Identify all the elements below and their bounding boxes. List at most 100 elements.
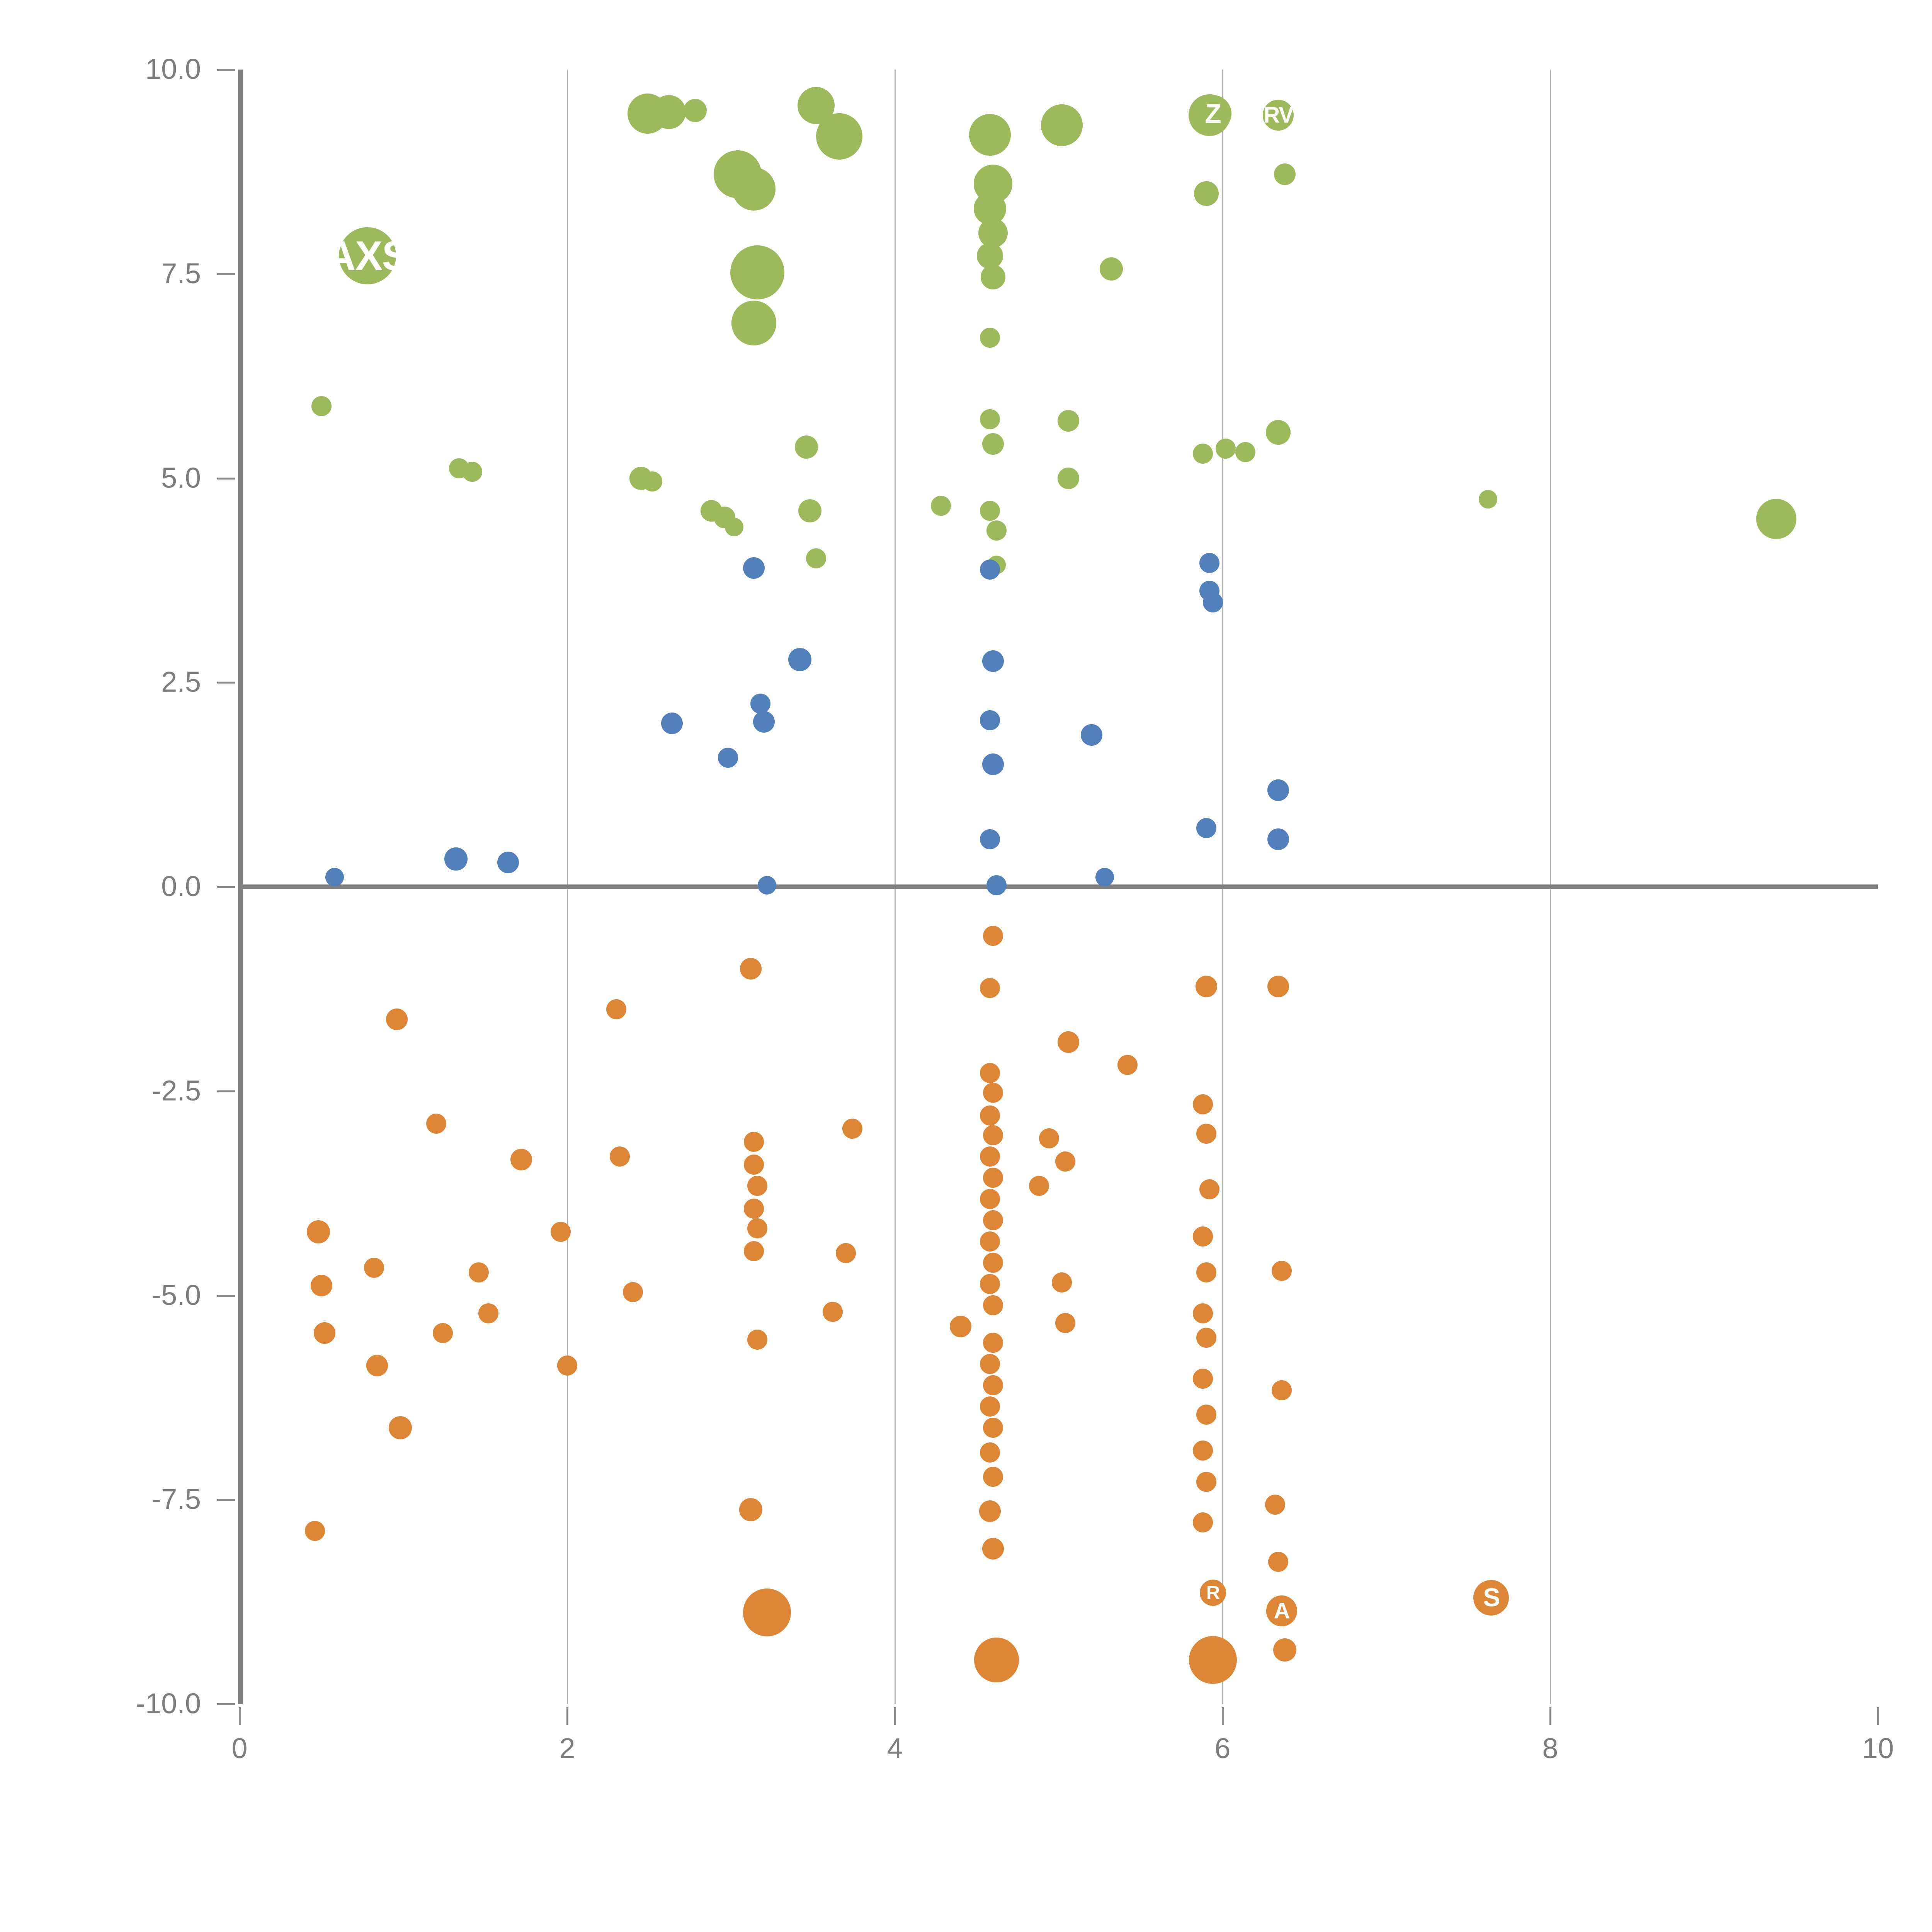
data-point-neutral[interactable]	[1199, 553, 1220, 573]
data-point-negative[interactable]	[388, 1416, 412, 1440]
data-point-positive[interactable]	[1263, 100, 1294, 131]
data-point-negative[interactable]	[314, 1322, 336, 1344]
data-point-negative[interactable]	[1271, 1261, 1292, 1281]
data-point-negative[interactable]	[1055, 1151, 1075, 1172]
data-point-neutral[interactable]	[753, 711, 775, 733]
data-point-negative[interactable]	[311, 1275, 332, 1297]
data-point-positive[interactable]	[980, 501, 1000, 521]
data-point-negative[interactable]	[744, 1131, 764, 1152]
data-point-positive[interactable]	[1478, 490, 1497, 509]
data-point-negative[interactable]	[983, 1252, 1003, 1273]
data-point-negative[interactable]	[609, 1146, 630, 1167]
data-point-negative[interactable]	[426, 1114, 446, 1134]
data-point-negative[interactable]	[980, 1146, 1000, 1167]
data-point-negative[interactable]	[842, 1119, 862, 1139]
data-point-negative[interactable]	[1193, 1303, 1213, 1324]
data-point-positive[interactable]	[730, 245, 784, 299]
data-point-positive[interactable]	[462, 461, 483, 482]
data-point-positive[interactable]	[981, 265, 1006, 290]
data-point-negative[interactable]	[1271, 1380, 1292, 1400]
data-point-neutral[interactable]	[1267, 779, 1289, 801]
data-point-neutral[interactable]	[980, 710, 1000, 730]
data-point-negative[interactable]	[1265, 1494, 1285, 1515]
data-point-positive[interactable]	[1274, 163, 1296, 185]
data-point-positive[interactable]	[311, 396, 332, 417]
data-point-neutral[interactable]	[788, 648, 812, 672]
data-point-positive[interactable]	[1266, 420, 1291, 445]
data-point-negative[interactable]	[305, 1520, 325, 1541]
data-point-neutral[interactable]	[986, 875, 1007, 895]
data-point-positive[interactable]	[1041, 104, 1083, 146]
data-point-neutral[interactable]	[1095, 867, 1114, 886]
data-point-negative[interactable]	[739, 1498, 762, 1521]
data-point-positive[interactable]	[982, 433, 1004, 455]
data-point-positive[interactable]	[930, 496, 951, 516]
data-point-positive[interactable]	[795, 435, 818, 459]
data-point-neutral[interactable]	[982, 753, 1004, 775]
data-point-negative[interactable]	[1029, 1176, 1049, 1196]
data-point-negative[interactable]	[432, 1323, 453, 1343]
data-point-neutral[interactable]	[444, 847, 468, 871]
data-point-negative[interactable]	[1266, 1595, 1297, 1626]
data-point-negative[interactable]	[835, 1243, 856, 1263]
data-point-negative[interactable]	[1039, 1128, 1059, 1149]
data-point-negative[interactable]	[980, 978, 1000, 998]
data-point-positive[interactable]	[1194, 181, 1219, 206]
data-point-negative[interactable]	[510, 1149, 532, 1171]
data-point-positive[interactable]	[732, 167, 776, 211]
data-point-negative[interactable]	[1055, 1313, 1075, 1333]
data-point-negative[interactable]	[949, 1315, 971, 1337]
data-point-neutral[interactable]	[1267, 828, 1289, 850]
data-point-neutral[interactable]	[980, 560, 1000, 580]
data-point-negative[interactable]	[622, 1282, 643, 1303]
data-point-negative[interactable]	[1196, 1471, 1216, 1492]
data-point-negative[interactable]	[1117, 1055, 1138, 1075]
data-point-negative[interactable]	[980, 1442, 1000, 1463]
data-point-neutral[interactable]	[325, 867, 344, 886]
data-point-negative[interactable]	[1193, 1369, 1213, 1389]
data-point-positive[interactable]	[1058, 410, 1080, 432]
data-point-negative[interactable]	[1052, 1272, 1072, 1293]
data-point-negative[interactable]	[983, 1210, 1003, 1230]
data-point-negative[interactable]	[979, 1500, 1001, 1522]
data-point-negative[interactable]	[1189, 1636, 1237, 1684]
data-point-neutral[interactable]	[758, 876, 777, 895]
data-point-neutral[interactable]	[718, 747, 738, 768]
data-point-negative[interactable]	[306, 1220, 330, 1243]
data-point-negative[interactable]	[1196, 1262, 1216, 1283]
data-point-neutral[interactable]	[497, 851, 519, 873]
data-point-positive[interactable]	[969, 114, 1011, 156]
data-point-neutral[interactable]	[1196, 818, 1216, 838]
data-point-negative[interactable]	[744, 1241, 764, 1262]
data-point-negative[interactable]	[744, 1155, 764, 1175]
data-point-negative[interactable]	[1268, 1551, 1289, 1572]
data-point-negative[interactable]	[1199, 1580, 1226, 1606]
data-point-negative[interactable]	[980, 1231, 1000, 1252]
data-point-positive[interactable]	[651, 95, 686, 129]
data-point-negative[interactable]	[1058, 1031, 1080, 1053]
data-point-negative[interactable]	[1193, 1512, 1213, 1533]
data-point-negative[interactable]	[1195, 976, 1217, 998]
data-point-neutral[interactable]	[750, 694, 771, 714]
data-point-positive[interactable]	[980, 409, 1000, 430]
data-point-negative[interactable]	[1267, 976, 1289, 998]
data-point-positive[interactable]	[980, 327, 1000, 348]
data-point-negative[interactable]	[982, 1538, 1004, 1560]
data-point-negative[interactable]	[983, 1375, 1003, 1396]
data-point-negative[interactable]	[822, 1301, 843, 1322]
data-point-negative[interactable]	[551, 1221, 571, 1242]
data-point-positive[interactable]	[1058, 467, 1080, 489]
data-point-negative[interactable]	[974, 1637, 1019, 1682]
data-point-negative[interactable]	[1473, 1580, 1509, 1616]
data-point-neutral[interactable]	[982, 650, 1004, 672]
data-point-negative[interactable]	[743, 1588, 791, 1637]
data-point-neutral[interactable]	[980, 829, 1000, 850]
data-point-negative[interactable]	[983, 1167, 1003, 1188]
data-point-negative[interactable]	[740, 957, 762, 980]
data-point-negative[interactable]	[983, 1467, 1003, 1487]
data-point-negative[interactable]	[747, 1329, 767, 1350]
data-point-positive[interactable]	[683, 99, 707, 122]
data-point-neutral[interactable]	[743, 557, 765, 579]
data-point-negative[interactable]	[747, 1176, 767, 1196]
data-point-negative[interactable]	[1193, 1440, 1213, 1461]
